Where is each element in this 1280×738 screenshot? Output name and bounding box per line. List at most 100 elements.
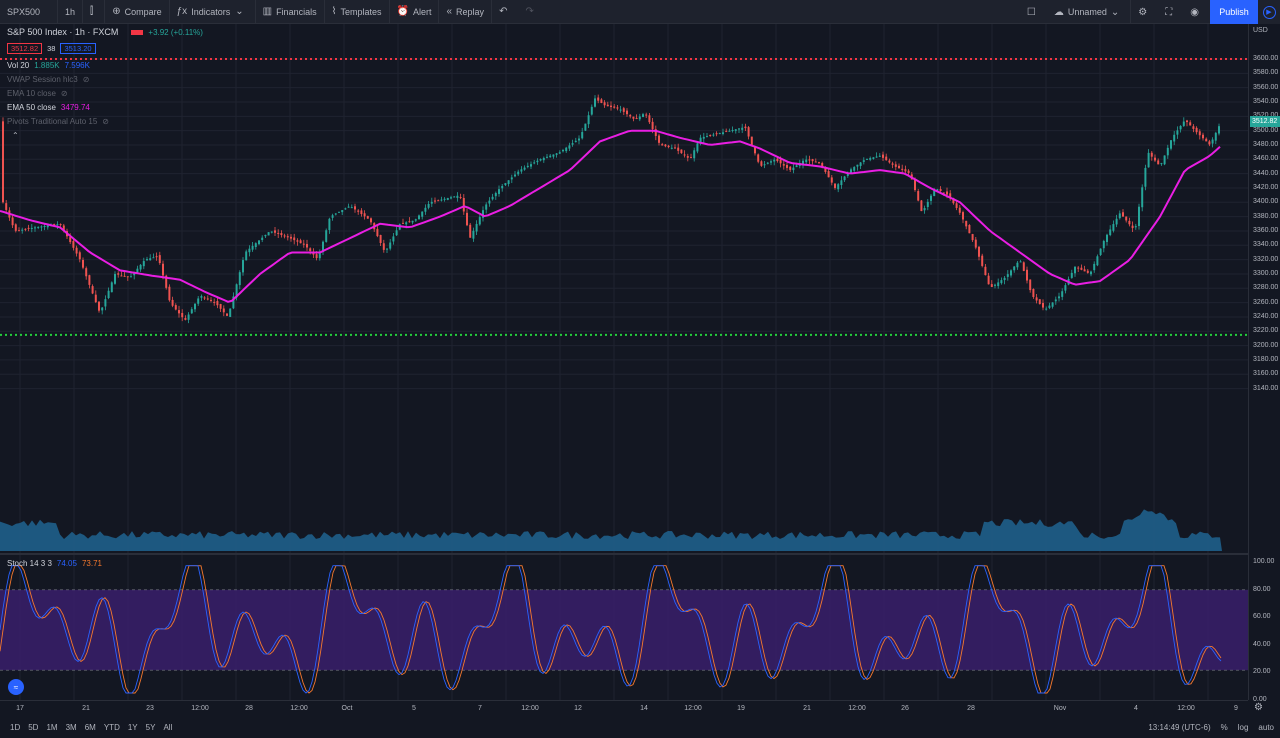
replay-button[interactable]: «Replay	[439, 0, 493, 24]
candle-body	[1032, 288, 1035, 297]
stream-button[interactable]: ▶	[1258, 0, 1280, 24]
candle-body	[482, 210, 484, 218]
candle-body	[194, 303, 196, 310]
chart-plot-area[interactable]: S&P 500 Index · 1h · FXCM +3.92 (+0.11%)…	[0, 24, 1248, 700]
alert-button[interactable]: ⏰ Alert	[390, 0, 440, 24]
percent-toggle[interactable]: %	[1220, 722, 1228, 732]
candle-body	[1061, 291, 1064, 297]
candle-body	[754, 146, 756, 154]
compare-button[interactable]: ⊕ Compare	[105, 0, 170, 24]
candle-body	[651, 121, 654, 130]
range-button[interactable]: All	[163, 722, 173, 732]
indicators-button[interactable]: ƒx Indicators ⌄	[170, 0, 256, 24]
templates-button[interactable]: ⌇ Templates	[325, 0, 390, 24]
candle-body	[1102, 240, 1105, 249]
stoch-tick: 0.00	[1253, 696, 1267, 703]
price-axis[interactable]: USD 3600.003580.003560.003540.003520.003…	[1248, 24, 1280, 703]
candle-body	[926, 201, 929, 208]
range-button[interactable]: 1D	[10, 722, 21, 732]
ema50-legend[interactable]: EMA 50 close 3479.74	[7, 103, 90, 112]
redo-button[interactable]: ↷	[518, 0, 544, 24]
candle-body	[997, 282, 1000, 287]
chart-type-button[interactable]: ⫿	[83, 0, 106, 24]
candle-body	[664, 144, 667, 147]
financials-label: Financials	[276, 6, 317, 17]
gear-icon[interactable]: ⚙	[1254, 702, 1263, 713]
log-toggle[interactable]: log	[1237, 722, 1249, 732]
candle-body	[382, 243, 385, 250]
maximize-button[interactable]: ⛶	[1158, 0, 1183, 24]
candle-body	[987, 275, 990, 285]
interval-button[interactable]: 1h	[58, 0, 84, 24]
candle-body	[5, 203, 8, 210]
stoch-band	[0, 589, 1248, 671]
undo-button[interactable]: ↶	[492, 0, 518, 24]
clock[interactable]: 13:14:49 (UTC-6)	[1148, 722, 1211, 732]
candle-body	[210, 299, 212, 301]
range-button[interactable]: YTD	[103, 722, 120, 732]
candle-body	[853, 167, 856, 171]
publish-button[interactable]: Publish	[1210, 0, 1258, 24]
range-button[interactable]: 1Y	[127, 722, 138, 732]
settings-button[interactable]: ⚙	[1131, 0, 1158, 24]
eye-hidden-icon[interactable]: ⊘	[82, 75, 90, 84]
financials-button[interactable]: ▥ Financials	[256, 0, 325, 24]
eye-hidden-icon[interactable]: ⊘	[60, 89, 68, 98]
candle-body	[878, 155, 881, 157]
ask-price[interactable]: 3513.20	[60, 43, 96, 54]
candle-body	[475, 223, 478, 232]
stoch-legend[interactable]: Stoch 14 3 3 74.05 73.71	[7, 559, 102, 568]
eye-hidden-icon[interactable]: ⊘	[102, 117, 109, 126]
candle-body	[469, 224, 472, 238]
candle-body	[290, 236, 292, 239]
pivots-legend[interactable]: Pivots Traditional Auto 15 ⊘	[7, 117, 109, 126]
time-tick: 12	[574, 705, 582, 712]
candle-body	[882, 154, 884, 158]
candle-body	[872, 157, 875, 159]
symbol-search[interactable]: SPX500	[0, 0, 58, 24]
bottom-right: 13:14:49 (UTC-6) % log auto	[1148, 716, 1274, 738]
stoch-tick: 100.00	[1253, 558, 1275, 565]
snapshot-button[interactable]: ◉	[1183, 0, 1210, 24]
price-chart[interactable]	[0, 24, 1248, 700]
candle-body	[1115, 218, 1118, 225]
candle-body	[629, 115, 632, 117]
bid-price[interactable]: 3512.82	[7, 43, 43, 54]
candle-body	[226, 313, 228, 316]
tradingview-logo-icon[interactable]: ≈	[8, 679, 24, 695]
candle-body	[776, 158, 779, 162]
candle-body	[616, 107, 619, 109]
price-tick: 3600.00	[1253, 55, 1279, 62]
collapse-legend-icon[interactable]: ⌃	[12, 131, 19, 140]
candle-body	[152, 257, 155, 259]
vwap-label: VWAP Session hlc3	[7, 75, 78, 84]
fullscreen-button[interactable]: ☐	[1020, 0, 1047, 24]
range-button[interactable]: 5Y	[145, 722, 156, 732]
candle-body	[920, 200, 923, 212]
price-tick: 3240.00	[1253, 312, 1279, 320]
ema10-legend[interactable]: EMA 10 close ⊘	[7, 89, 68, 98]
range-button[interactable]: 3M	[65, 722, 77, 732]
vwap-legend[interactable]: VWAP Session hlc3 ⊘	[7, 75, 89, 84]
symbol-label: SPX500	[7, 6, 41, 17]
candle-body	[274, 230, 276, 233]
candle-body	[235, 284, 238, 298]
candle-body	[510, 177, 513, 180]
candle-body	[1173, 134, 1176, 142]
candle-body	[440, 199, 443, 201]
range-button[interactable]: 6M	[84, 722, 96, 732]
time-tick: 12:00	[191, 705, 209, 712]
plus-circle-icon: ⊕	[112, 6, 121, 17]
time-tick: Nov	[1053, 705, 1067, 712]
candle-body	[389, 242, 392, 249]
time-axis[interactable]: 17 21 23 12:00 28 12:00 Oct 5 7 12:00 12 14 12:00 19 2…	[0, 700, 1248, 716]
range-button[interactable]: 5D	[28, 722, 39, 732]
candle-body	[485, 204, 488, 210]
candle-body	[139, 264, 142, 270]
range-button[interactable]: 1M	[46, 722, 58, 732]
financials-icon: ▥	[262, 6, 273, 17]
volume-legend: Vol 20 1.885K 7.596K	[7, 61, 90, 70]
candle-body	[155, 256, 158, 258]
auto-toggle[interactable]: auto	[1258, 722, 1274, 732]
layout-button[interactable]: ☁ Unnamed ⌄	[1047, 0, 1132, 24]
